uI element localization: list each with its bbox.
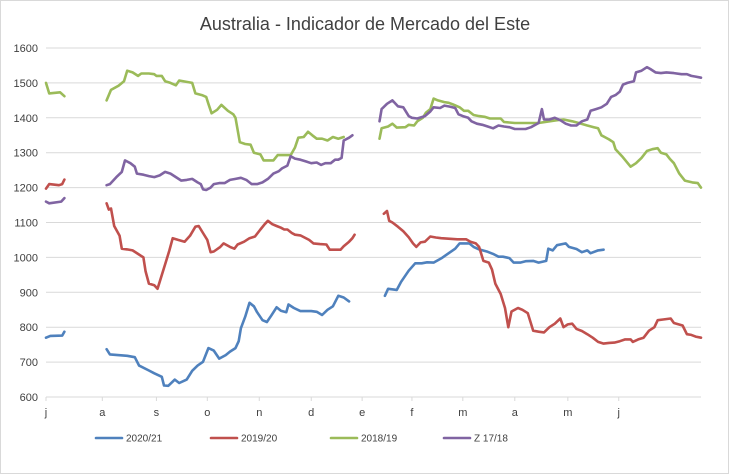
x-tick-label: s [154, 407, 160, 419]
x-tick-label: j [616, 407, 619, 419]
x-tick-label: n [256, 407, 262, 419]
series-line-3-segment-1 [105, 134, 354, 192]
series-line-3-segment-0 [44, 196, 66, 205]
y-tick-label: 1500 [14, 78, 38, 90]
x-tick-label: a [99, 407, 106, 419]
legend-label: 2018/19 [361, 434, 398, 445]
x-tick-label: j [44, 407, 47, 419]
chart-title: Australia - Indicador de Mercado del Est… [200, 14, 530, 34]
x-tick-label: a [512, 407, 519, 419]
y-tick-label: 1000 [14, 252, 38, 264]
legend-label: 2019/20 [241, 434, 278, 445]
x-tick-label: m [563, 407, 572, 419]
y-tick-label: 800 [20, 322, 38, 334]
legend: 2020/21 2019/20 2018/19 Z 17/18 [94, 434, 508, 445]
series-lines [44, 65, 703, 388]
x-tick-label: d [308, 407, 314, 419]
gridlines [46, 47, 701, 363]
y-tick-label: 900 [20, 287, 38, 299]
y-tick-label: 1400 [14, 113, 38, 125]
series-line-2-segment-1 [105, 69, 346, 162]
series-line-3-segment-2 [378, 65, 703, 131]
y-axis-ticks: 600 700 800 900 1000 1100 1200 1300 1400 1500 1600 [14, 43, 38, 404]
x-tick-label: e [359, 407, 365, 419]
y-tick-label: 1200 [14, 183, 38, 195]
y-tick-label: 700 [20, 357, 38, 369]
legend-label: Z 17/18 [474, 434, 508, 445]
x-tick-label: m [458, 407, 467, 419]
legend-label: 2020/21 [126, 434, 163, 445]
series-line-1-segment-1 [105, 202, 356, 291]
series-line-2-segment-0 [44, 81, 66, 98]
series-line-0-segment-0 [44, 330, 66, 340]
y-tick-label: 1300 [14, 148, 38, 160]
series-line-0-segment-2 [383, 242, 605, 298]
y-tick-label: 1100 [14, 218, 38, 230]
y-tick-label: 1600 [14, 43, 38, 55]
x-tick-label: o [204, 407, 210, 419]
x-tick-label: f [410, 407, 414, 419]
series-line-1-segment-2 [382, 209, 703, 345]
series-line-1-segment-0 [44, 178, 66, 190]
series-line-0-segment-1 [105, 294, 351, 388]
y-tick-label: 600 [20, 392, 38, 404]
